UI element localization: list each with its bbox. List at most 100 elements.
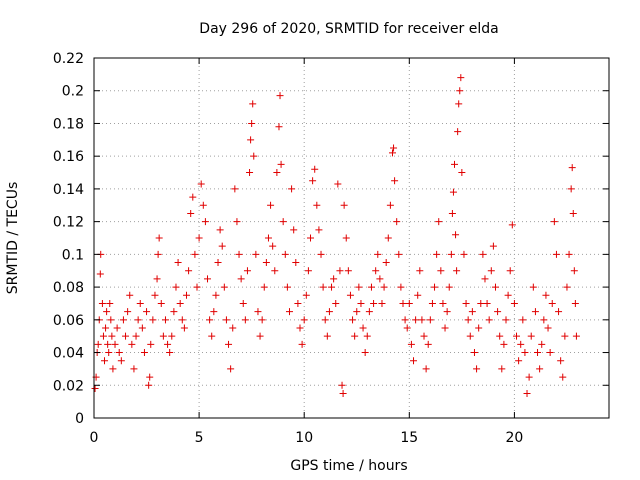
data-point <box>517 340 525 348</box>
data-point <box>357 299 365 307</box>
data-point <box>483 299 491 307</box>
data-point <box>210 308 218 316</box>
data-point <box>276 92 284 100</box>
data-point <box>220 283 228 291</box>
data-point <box>454 128 462 136</box>
x-tick-label: 20 <box>505 430 523 446</box>
x-tick-label: 0 <box>90 430 99 446</box>
data-point <box>98 299 106 307</box>
data-point <box>401 316 409 324</box>
data-point <box>445 283 453 291</box>
data-point <box>182 291 190 299</box>
data-point <box>109 365 117 373</box>
data-point <box>254 308 262 316</box>
data-point <box>477 299 485 307</box>
data-point <box>453 267 461 275</box>
data-point <box>336 267 344 275</box>
data-point <box>456 87 464 95</box>
data-point <box>342 234 350 242</box>
data-point <box>154 250 162 258</box>
data-point <box>513 332 521 340</box>
data-point <box>277 160 285 168</box>
data-point <box>243 267 251 275</box>
data-point <box>568 164 576 172</box>
data-point <box>124 308 132 316</box>
data-point <box>172 283 180 291</box>
data-point <box>344 267 352 275</box>
y-tick-labels: 0 0.02 0.04 0.06 0.08 0.1 0.12 0.14 0.16 0.18 0.2 0… <box>53 51 84 427</box>
data-point <box>496 332 504 340</box>
grid <box>94 58 609 418</box>
data-point <box>153 275 161 283</box>
y-tick-label: 0.08 <box>53 280 84 296</box>
data-point <box>546 349 554 357</box>
data-point <box>151 291 159 299</box>
data-point <box>309 177 317 185</box>
data-point <box>437 267 445 275</box>
data-point <box>248 119 256 127</box>
data-point <box>168 332 176 340</box>
data-point <box>292 259 300 267</box>
y-tick-label: 0.16 <box>53 149 84 165</box>
data-point <box>388 149 396 157</box>
data-point <box>106 299 114 307</box>
data-point <box>107 316 115 324</box>
data-point <box>229 324 237 332</box>
data-point <box>468 308 476 316</box>
y-tick-label: 0.18 <box>53 116 84 132</box>
chart-title: Day 296 of 2020, SRMTID for receiver eld… <box>199 21 498 37</box>
data-point <box>361 349 369 357</box>
data-point <box>290 226 298 234</box>
data-point <box>363 332 371 340</box>
data-point <box>466 332 474 340</box>
data-point <box>185 267 193 275</box>
data-point <box>101 357 109 365</box>
data-point <box>403 324 411 332</box>
data-point <box>370 299 378 307</box>
data-point <box>189 193 197 201</box>
data-point <box>319 283 327 291</box>
data-point <box>225 340 233 348</box>
data-point <box>235 250 243 258</box>
data-point <box>285 308 293 316</box>
data-point <box>146 373 154 381</box>
data-point <box>115 349 123 357</box>
data-point <box>279 218 287 226</box>
data-point <box>567 185 575 193</box>
data-point <box>498 365 506 373</box>
data-point <box>283 283 291 291</box>
data-point <box>416 267 424 275</box>
data-point <box>206 316 214 324</box>
data-point <box>452 231 460 239</box>
data-point <box>334 180 342 188</box>
y-tick-label: 0.02 <box>53 378 84 394</box>
data-point <box>393 218 401 226</box>
data-point <box>157 299 165 307</box>
data-point <box>256 332 264 340</box>
data-point <box>510 299 518 307</box>
data-point <box>176 299 184 307</box>
data-point <box>538 340 546 348</box>
data-point <box>384 234 392 242</box>
data-point <box>111 340 119 348</box>
data-point <box>565 250 573 258</box>
data-point <box>420 332 428 340</box>
data-point <box>485 316 493 324</box>
data-point <box>552 250 560 258</box>
data-point <box>515 357 523 365</box>
data-point <box>374 250 382 258</box>
data-point <box>199 201 207 209</box>
data-point <box>204 275 212 283</box>
data-point <box>351 332 359 340</box>
data-point <box>441 324 449 332</box>
data-point <box>128 340 136 348</box>
data-point <box>315 226 323 234</box>
data-point <box>208 332 216 340</box>
data-point <box>136 299 144 307</box>
data-point <box>481 275 489 283</box>
data-point <box>174 259 182 267</box>
data-point <box>227 365 235 373</box>
data-point <box>246 169 254 177</box>
data-point <box>325 308 333 316</box>
data-point <box>340 201 348 209</box>
